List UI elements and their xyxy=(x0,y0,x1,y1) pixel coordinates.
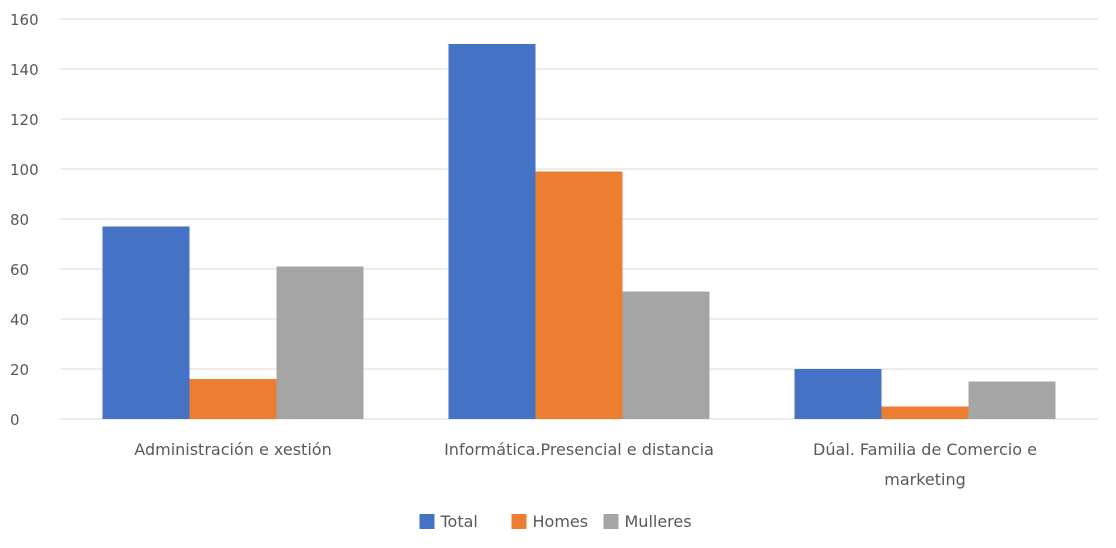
y-tick-label: 40 xyxy=(10,311,29,329)
y-axis: 0 20 40 60 80 100 120 140 160 xyxy=(10,11,39,429)
legend-swatch-total xyxy=(419,514,435,529)
legend-swatch-mulleres xyxy=(603,514,619,529)
legend: Total Homes Mulleres xyxy=(419,512,692,531)
x-category-label: Dúal. Familia de Comercio e xyxy=(813,440,1037,459)
bar-mulleres-2 xyxy=(622,291,710,419)
x-category-label: Administración e xestión xyxy=(134,440,331,459)
legend-swatch-homes xyxy=(511,514,527,529)
x-category-label: marketing xyxy=(884,470,966,489)
bar-homes-2 xyxy=(535,171,623,419)
legend-label-homes: Homes xyxy=(533,512,589,531)
legend-label-total: Total xyxy=(440,512,478,531)
y-tick-label: 0 xyxy=(10,411,20,429)
y-tick-label: 80 xyxy=(10,211,29,229)
bar-mulleres-1 xyxy=(276,266,364,419)
bar-total-1 xyxy=(102,226,190,419)
bars xyxy=(102,44,1056,419)
y-tick-label: 20 xyxy=(10,361,29,379)
bar-homes-1 xyxy=(189,379,277,419)
bar-total-2 xyxy=(448,44,536,419)
y-tick-label: 120 xyxy=(10,111,39,129)
bar-homes-3 xyxy=(881,406,969,419)
legend-label-mulleres: Mulleres xyxy=(625,512,692,531)
y-tick-label: 60 xyxy=(10,261,29,279)
bar-mulleres-3 xyxy=(968,381,1056,419)
x-axis-labels: Administración e xestión Informática.Pres… xyxy=(134,440,1037,489)
bar-total-3 xyxy=(794,369,882,419)
y-tick-label: 140 xyxy=(10,61,39,79)
y-tick-label: 100 xyxy=(10,161,39,179)
x-category-label: Informática.Presencial e distancia xyxy=(444,440,714,459)
y-tick-label: 160 xyxy=(10,11,39,29)
